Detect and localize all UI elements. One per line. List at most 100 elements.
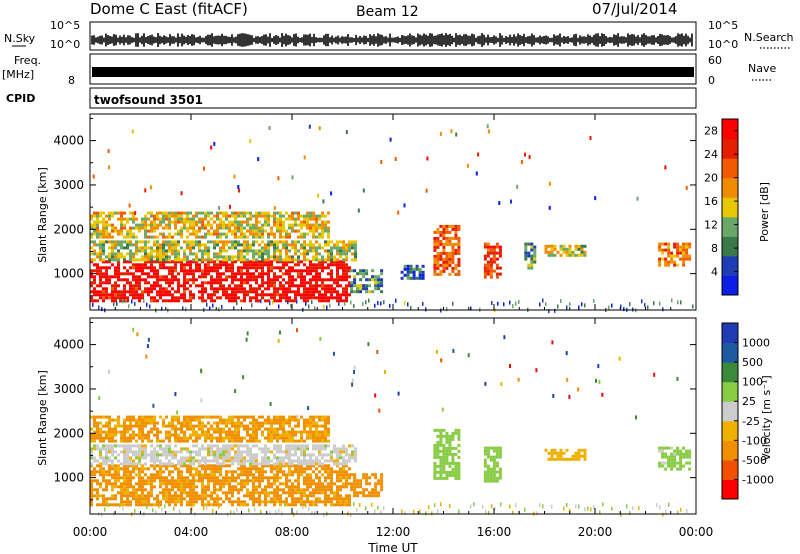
- data-cell: [240, 226, 243, 230]
- data-cell: [132, 258, 135, 262]
- data-cell: [559, 244, 563, 248]
- data-cell: [306, 211, 309, 215]
- data-cell: [96, 479, 99, 483]
- data-cell: [231, 500, 234, 504]
- data-cell: [264, 287, 267, 291]
- data-cell: [297, 456, 300, 460]
- data-cell: [261, 258, 264, 262]
- data-cell: [291, 260, 294, 264]
- data-cell: [454, 248, 458, 252]
- data-cell: [342, 450, 345, 454]
- data-cell: [574, 451, 578, 455]
- data-cell: [324, 485, 327, 489]
- data-cell: [410, 305, 412, 310]
- data-cell: [246, 217, 249, 221]
- data-cell: [174, 503, 177, 507]
- data-cell: [93, 211, 96, 215]
- data-cell: [330, 488, 333, 492]
- data-cell: [105, 232, 108, 236]
- data-cell: [123, 217, 126, 221]
- data-cell: [177, 488, 180, 492]
- data-cell: [279, 223, 282, 227]
- data-cell: [318, 459, 321, 463]
- data-cell: [377, 278, 381, 282]
- data-cell: [350, 473, 354, 477]
- data-cell: [249, 450, 252, 454]
- data-cell: [291, 494, 294, 498]
- data-cell: [234, 436, 237, 440]
- data-cell: [321, 214, 324, 218]
- data-cell: [105, 453, 108, 457]
- data-cell: [102, 220, 105, 224]
- data-cell: [201, 252, 204, 256]
- data-cell: [213, 293, 216, 297]
- data-cell: [231, 275, 234, 279]
- data-cell: [309, 456, 312, 460]
- data-cell: [126, 296, 129, 300]
- data-cell: [207, 214, 210, 218]
- data-cell: [126, 235, 129, 239]
- data-cell: [264, 447, 267, 451]
- data-cell: [667, 455, 671, 459]
- data-cell: [345, 459, 348, 463]
- data-cell: [252, 464, 255, 468]
- data-cell: [342, 470, 345, 474]
- data-cell: [428, 505, 430, 510]
- data-cell: [159, 260, 162, 264]
- data-cell: [90, 500, 93, 504]
- data-cell: [336, 296, 339, 300]
- data-cell: [102, 444, 105, 448]
- data-cell: [562, 244, 566, 248]
- data-cell: [318, 272, 321, 276]
- data-cell: [207, 482, 210, 486]
- data-cell: [141, 421, 144, 425]
- data-cell: [150, 444, 153, 448]
- data-cell: [222, 260, 225, 264]
- data-cell: [218, 504, 220, 509]
- data-cell: [192, 272, 195, 276]
- data-cell: [174, 220, 177, 224]
- data-cell: [129, 266, 132, 270]
- data-cell: [233, 174, 236, 179]
- data-cell: [249, 491, 252, 495]
- data-cell: [183, 266, 186, 270]
- data-cell: [322, 199, 325, 204]
- data-cell: [168, 272, 171, 276]
- data-cell: [524, 257, 528, 261]
- data-cell: [321, 226, 324, 230]
- data-cell: [195, 415, 198, 419]
- data-cell: [192, 260, 195, 264]
- data-cell: [457, 272, 461, 276]
- data-cell: [165, 436, 168, 440]
- data-cell: [324, 430, 327, 434]
- data-cell: [261, 246, 264, 250]
- data-cell: [201, 488, 204, 492]
- data-cell: [353, 476, 357, 480]
- data-cell: [126, 482, 129, 486]
- data-cell: [312, 214, 315, 218]
- data-cell: [123, 272, 126, 276]
- data-cell: [246, 473, 249, 477]
- data-cell: [168, 447, 171, 451]
- data-cell: [111, 497, 114, 501]
- data-cell: [168, 500, 171, 504]
- data-cell: [174, 427, 177, 431]
- data-cell: [261, 284, 264, 288]
- data-cell: [234, 223, 237, 227]
- data-cell: [135, 269, 138, 273]
- data-cell: [436, 443, 440, 447]
- data-cell: [207, 485, 210, 489]
- data-cell: [162, 462, 165, 466]
- data-cell: [231, 503, 234, 507]
- data-cell: [333, 462, 336, 466]
- data-cell: [156, 430, 159, 434]
- data-cell: [489, 455, 493, 459]
- data-cell: [93, 447, 96, 451]
- data-cell: [243, 500, 246, 504]
- data-cell: [123, 223, 126, 227]
- data-cell: [327, 255, 330, 259]
- data-cell: [174, 418, 177, 422]
- data-cell: [315, 500, 318, 504]
- data-cell: [150, 482, 153, 486]
